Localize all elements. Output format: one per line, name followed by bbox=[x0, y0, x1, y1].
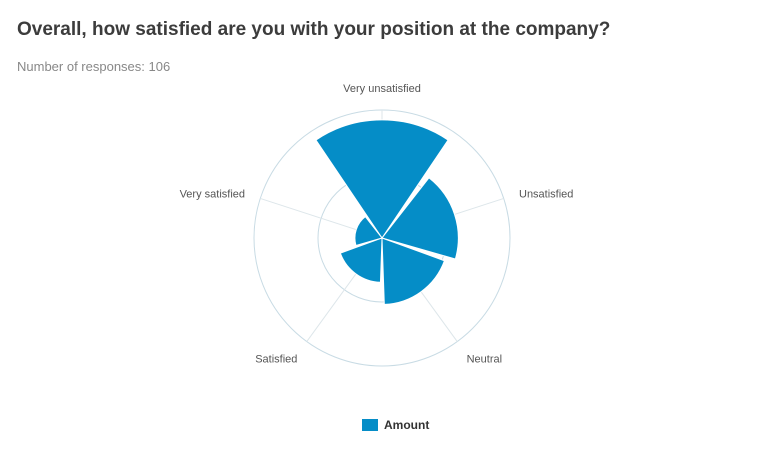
category-labels: Very unsatisfied Unsatisfied Neutral Satisf… bbox=[180, 83, 574, 366]
polar-bar-neutral[interactable] bbox=[381, 237, 446, 305]
category-label-neutral: Neutral bbox=[467, 354, 502, 366]
legend-label-amount: Amount bbox=[384, 418, 430, 432]
polar-bars bbox=[315, 119, 459, 305]
category-label-very-satisfied: Very satisfied bbox=[180, 189, 245, 201]
polar-bar-very-unsatisfied[interactable] bbox=[315, 119, 449, 239]
category-label-very-unsatisfied: Very unsatisfied bbox=[343, 83, 421, 95]
category-label-satisfied: Satisfied bbox=[255, 354, 297, 366]
polar-bar-very-satisfied[interactable] bbox=[354, 215, 383, 247]
category-label-unsatisfied: Unsatisfied bbox=[519, 189, 573, 201]
polar-chart: Very unsatisfied Unsatisfied Neutral Satisf… bbox=[180, 83, 574, 367]
chart-title: Overall, how satisfied are you with your… bbox=[17, 19, 611, 40]
polar-bar-satisfied[interactable] bbox=[339, 237, 383, 283]
legend[interactable]: Amount bbox=[362, 418, 429, 432]
polar-bar-unsatisfied[interactable] bbox=[381, 177, 459, 260]
legend-swatch-amount bbox=[362, 419, 378, 431]
response-count: Number of responses: 106 bbox=[17, 59, 171, 74]
